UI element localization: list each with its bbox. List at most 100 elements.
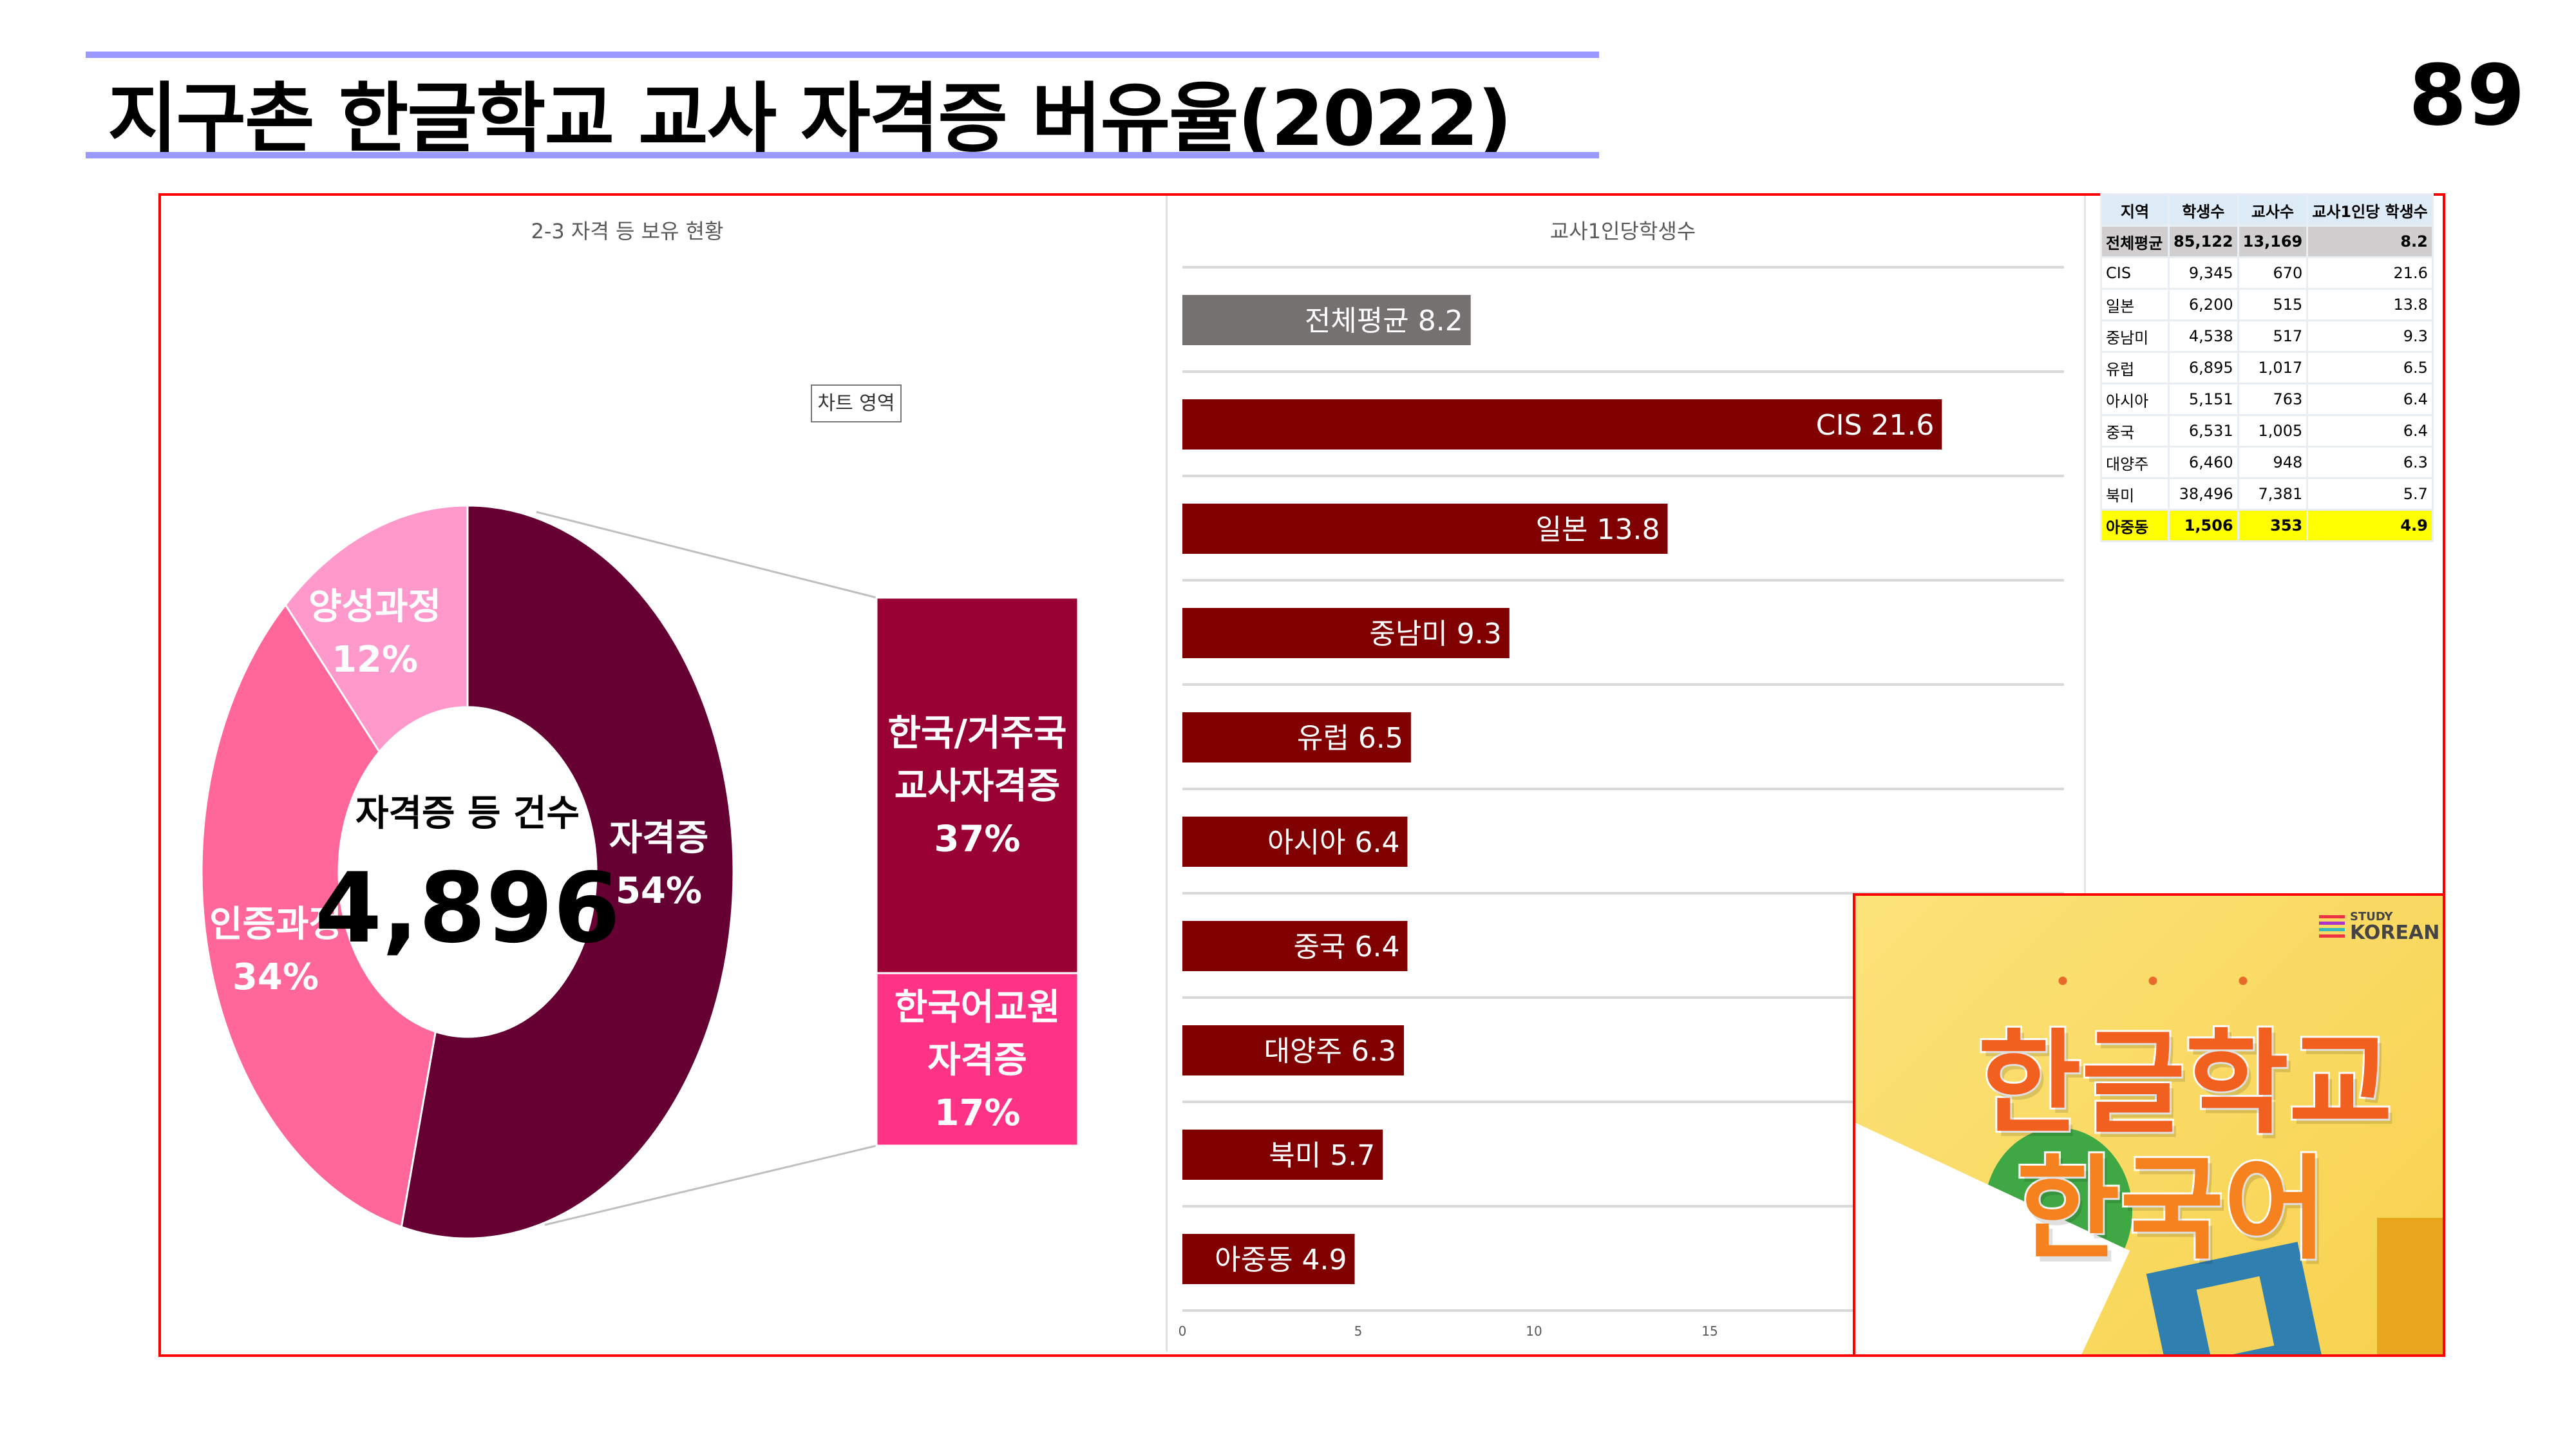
bar-label: 대양주 6.3 bbox=[1264, 1035, 1396, 1068]
bar-label: 북미 5.7 bbox=[1269, 1139, 1375, 1172]
table-row: 중국 6,531 1,005 6.4 bbox=[2100, 414, 2434, 448]
table-cell: 353 bbox=[2237, 509, 2309, 542]
slice-label: 인증과정 bbox=[209, 904, 342, 945]
bar bbox=[1182, 1130, 1383, 1180]
table-row: CIS 9,345 670 21.6 bbox=[2100, 256, 2434, 290]
connector-line bbox=[536, 511, 877, 599]
table-cell: 517 bbox=[2237, 319, 2309, 353]
bar-label: 중국 6.4 bbox=[1294, 931, 1400, 963]
bar-label: 아중동 4.9 bbox=[1215, 1244, 1347, 1276]
table-cell: CIS bbox=[2100, 256, 2170, 290]
table-cell: 유럽 bbox=[2100, 351, 2170, 384]
x-tick-label: 10 bbox=[1526, 1323, 1542, 1339]
x-tick-label: 5 bbox=[1354, 1323, 1363, 1339]
breakdown-label: 37% bbox=[934, 819, 1020, 860]
table-cell: 6.4 bbox=[2306, 414, 2434, 448]
table-row: 일본 6,200 515 13.8 bbox=[2100, 288, 2434, 321]
breakdown-label: 자격증 bbox=[927, 1039, 1027, 1081]
table-row: 북미 38,496 7,381 5.7 bbox=[2100, 477, 2434, 511]
bar-chart-title: 교사1인당학생수 bbox=[1549, 219, 1696, 243]
table-cell: 8.2 bbox=[2306, 225, 2434, 258]
bar-label: 중남미 9.3 bbox=[1369, 618, 1501, 650]
bar-label: 일본 13.8 bbox=[1536, 513, 1660, 546]
data-table: 지역 학생수 교사수 교사1인당 학생수 전체평균 85,122 13,169 8.2 CIS 9… bbox=[2100, 193, 2434, 542]
table-cell: 4,538 bbox=[2168, 319, 2239, 353]
slice-percent: 54% bbox=[616, 870, 702, 912]
table-row: 유럽 6,895 1,017 6.5 bbox=[2100, 351, 2434, 384]
table-cell: 13.8 bbox=[2306, 288, 2434, 321]
table-row: 전체평균 85,122 13,169 8.2 bbox=[2100, 225, 2434, 258]
breakdown-segment bbox=[875, 972, 1079, 1147]
bar bbox=[1182, 921, 1408, 971]
dots bbox=[2018, 976, 2295, 985]
column-header: 교사1인당 학생수 bbox=[2306, 193, 2434, 227]
content-frame bbox=[158, 193, 2445, 1357]
table-cell: 6,531 bbox=[2168, 414, 2239, 448]
logo-study: STUDY bbox=[2350, 910, 2393, 923]
table-cell: 일본 bbox=[2100, 288, 2170, 321]
table-cell: 763 bbox=[2237, 383, 2309, 416]
table-cell: 515 bbox=[2237, 288, 2309, 321]
column-header: 지역 bbox=[2100, 193, 2170, 227]
table-cell: 5,151 bbox=[2168, 383, 2239, 416]
x-tick-label: 15 bbox=[1701, 1323, 1718, 1339]
table-cell: 5.7 bbox=[2306, 477, 2434, 511]
breakdown-label: 한국/거주국 bbox=[887, 713, 1066, 755]
table-cell: 9.3 bbox=[2306, 319, 2434, 353]
breakdown-label: 한국어교원 bbox=[895, 987, 1061, 1028]
title-top-rule bbox=[86, 52, 1599, 58]
table-cell: 21.6 bbox=[2306, 256, 2434, 290]
slice-percent: 12% bbox=[332, 639, 418, 681]
table-cell: 948 bbox=[2237, 446, 2309, 479]
table-cell: 6.4 bbox=[2306, 383, 2434, 416]
chart-area-tooltip: 차트 영역 bbox=[811, 384, 902, 422]
breakdown-label: 17% bbox=[934, 1092, 1020, 1134]
table-cell: 13,169 bbox=[2237, 225, 2309, 258]
page-title: 지구촌 한글학교 교사 자격증 버유율(2022) bbox=[108, 74, 1512, 163]
pie-chart-title: 2-3 자격 등 보유 현황 bbox=[531, 219, 724, 243]
slice-label: 자격증 bbox=[609, 817, 709, 859]
donut-center-label: 자격증 등 건수 bbox=[355, 793, 580, 835]
panel-divider bbox=[1166, 196, 1168, 1352]
pie-slice bbox=[200, 603, 437, 1229]
panel-divider bbox=[2084, 196, 2086, 893]
pie-slice bbox=[400, 504, 735, 1240]
bar-label: 아시아 6.4 bbox=[1267, 826, 1399, 859]
table-cell: 38,496 bbox=[2168, 477, 2239, 511]
page-number: 89 bbox=[2409, 46, 2525, 144]
bar bbox=[1182, 817, 1408, 867]
bar bbox=[1182, 608, 1510, 658]
logo-korean: KOREAN bbox=[2350, 922, 2440, 944]
table-cell: 아시아 bbox=[2100, 383, 2170, 416]
bar-label: 유럽 6.5 bbox=[1297, 722, 1403, 755]
connector-line bbox=[544, 1144, 877, 1226]
table-cell: 6,460 bbox=[2168, 446, 2239, 479]
slice-label: 양성과정 bbox=[308, 586, 441, 628]
table-cell: 9,345 bbox=[2168, 256, 2239, 290]
x-tick-label: 0 bbox=[1179, 1323, 1187, 1339]
table-cell: 1,005 bbox=[2237, 414, 2309, 448]
table-cell: 7,381 bbox=[2237, 477, 2309, 511]
title-bottom-rule bbox=[86, 152, 1599, 158]
breakdown-segment bbox=[875, 596, 1079, 974]
bar-chart[interactable]: 전체평균 8.2 CIS 21.6 일본 13.8 중남미 9.3 유럽 6.5 아시아 … bbox=[0, 0, 2084, 1352]
table-cell: 6,895 bbox=[2168, 351, 2239, 384]
donut-center-value: 4,896 bbox=[315, 853, 620, 965]
table-cell: 1,017 bbox=[2237, 351, 2309, 384]
table-row: 아시아 5,151 763 6.4 bbox=[2100, 383, 2434, 416]
column-header: 학생수 bbox=[2168, 193, 2239, 227]
promo-line2: 한국어 bbox=[2014, 1142, 2329, 1277]
table-cell: 중남미 bbox=[2100, 319, 2170, 353]
table-cell: 중국 bbox=[2100, 414, 2170, 448]
bar-label: 전체평균 8.2 bbox=[1305, 305, 1463, 337]
yellow-block bbox=[2377, 1218, 2443, 1354]
table-row: 중남미 4,538 517 9.3 bbox=[2100, 319, 2434, 353]
table-row: 아중동 1,506 353 4.9 bbox=[2100, 509, 2434, 542]
promo-line1: 한글학교 bbox=[1976, 1017, 2394, 1151]
donut-chart[interactable]: 자격증 54% 인증과정 34% 양성과정 12% 자격증 등 건수 4,896 한국/거주국교… bbox=[0, 0, 1166, 1352]
table-row: 대양주 6,460 948 6.3 bbox=[2100, 446, 2434, 479]
slice-percent: 34% bbox=[232, 956, 319, 998]
table-cell: 전체평균 bbox=[2100, 225, 2170, 258]
bar bbox=[1182, 1234, 1355, 1284]
bar bbox=[1182, 504, 1668, 554]
